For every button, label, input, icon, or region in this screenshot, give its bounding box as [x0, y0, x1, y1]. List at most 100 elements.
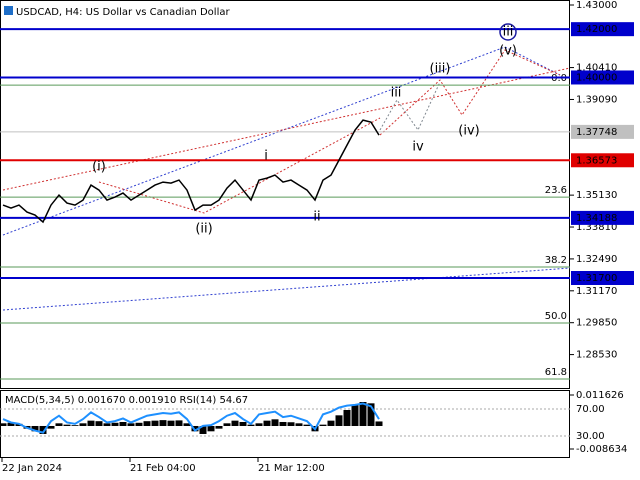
macd-bar [47, 425, 55, 429]
macd-bar [199, 425, 207, 434]
x-tick-label: 22 Jan 2024 [2, 463, 62, 474]
macd-bar [143, 421, 151, 426]
level-label: 1.36573 [576, 155, 617, 166]
symbol-icon [4, 6, 13, 15]
macd-bar [183, 423, 191, 426]
macd-bar [119, 421, 127, 426]
y2-tick-label: 30.00 [576, 431, 605, 442]
price-line [2, 119, 380, 224]
wave-label: iv [412, 140, 424, 155]
level-box [571, 153, 634, 168]
macd-bar [287, 422, 295, 426]
level-box [571, 124, 634, 139]
macd-bar [151, 420, 159, 426]
macd-bar [263, 420, 271, 426]
macd-bar [375, 421, 383, 426]
macd-bar [55, 423, 63, 426]
wave-label: iii [391, 86, 402, 101]
wave-label: (iii) [430, 62, 451, 77]
fib-label: 61.8 [545, 367, 567, 378]
y-tick-label: -0.008634 [576, 444, 627, 455]
macd-bar [215, 425, 223, 429]
main-panel-frame [0, 0, 570, 389]
chart-title: USDCAD, H4: US Dollar vs Canadian Dollar [16, 7, 230, 18]
macd-bar [191, 425, 199, 432]
y-tick-label: 1.31170 [576, 286, 617, 297]
macd-bar [39, 425, 47, 434]
macd-bar [103, 423, 111, 426]
macd-bar [271, 419, 279, 426]
y-tick-label: 1.28530 [576, 350, 617, 361]
macd-bar [0, 423, 7, 426]
macd-bar [223, 423, 231, 426]
y2-tick-label: 70.00 [576, 404, 605, 415]
trend-line [2, 46, 506, 236]
wave-circle [499, 23, 517, 41]
macd-bar [327, 420, 335, 426]
level-label: 1.34188 [576, 213, 617, 224]
macd-bar [303, 424, 311, 426]
y-tick-label: 1.40410 [576, 63, 617, 74]
macd-bar [367, 403, 375, 426]
rsi-line [2, 402, 380, 434]
macd-bar [31, 425, 39, 432]
macd-bar [335, 415, 343, 426]
macd-bar [207, 425, 215, 432]
y-tick-label: 1.33810 [576, 222, 617, 233]
trend-line [2, 67, 571, 191]
y-tick-label: 1.35130 [576, 190, 617, 201]
macd-bar [247, 424, 255, 426]
level-box [571, 22, 634, 37]
macd-bar [95, 421, 103, 426]
wave-path [379, 81, 441, 132]
wave-label: i [264, 149, 268, 164]
macd-bar [239, 421, 247, 426]
macd-bar [63, 424, 71, 426]
macd-bar [127, 423, 135, 426]
macd-bar [351, 404, 359, 426]
fib-label: 50.0 [545, 311, 567, 322]
macd-bar [167, 420, 175, 426]
macd-bar [175, 420, 183, 426]
macd-bar [295, 423, 303, 426]
macd-bar [71, 425, 79, 426]
indicator-title: MACD(5,34,5) 0.001670 0.001910 RSI(14) 5… [5, 395, 248, 406]
macd-bar [79, 423, 87, 426]
x-tick-label: 21 Feb 04:00 [130, 463, 196, 474]
y-tick-label: 0.011626 [576, 390, 624, 401]
macd-bar [359, 401, 367, 426]
macd-bar [159, 420, 167, 426]
y-tick-label: 1.43000 [576, 0, 617, 11]
level-label: 1.40000 [576, 72, 617, 83]
wave-path [379, 49, 561, 136]
macd-bar [111, 422, 119, 426]
macd-bar [343, 409, 351, 426]
fib-label: 38.2 [545, 255, 567, 266]
macd-bar [231, 420, 239, 426]
wave-label: (ii) [195, 222, 212, 237]
fib-label: 0.0 [551, 73, 567, 84]
y-tick-label: 1.32490 [576, 254, 617, 265]
level-label: 1.31700 [576, 273, 617, 284]
wave-label: (i) [92, 160, 106, 175]
macd-bar [135, 422, 143, 426]
wave-label: (iv) [458, 124, 479, 139]
level-label: 1.37748 [576, 127, 617, 138]
macd-bar [255, 423, 263, 426]
level-box [571, 210, 634, 225]
fib-label: 23.6 [545, 185, 567, 196]
y-tick-label: 1.39090 [576, 94, 617, 105]
level-box [571, 70, 634, 85]
wave-label: iii [503, 25, 514, 40]
macd-bar [7, 422, 15, 426]
level-label: 1.42000 [576, 24, 617, 35]
macd-bar [87, 420, 95, 426]
projection-lines [2, 46, 571, 311]
y-tick-label: 1.29850 [576, 318, 617, 329]
trend-line [2, 267, 571, 311]
wave-path [98, 117, 381, 214]
wave-label: (v) [499, 44, 517, 59]
wave-label: ii [313, 210, 320, 225]
